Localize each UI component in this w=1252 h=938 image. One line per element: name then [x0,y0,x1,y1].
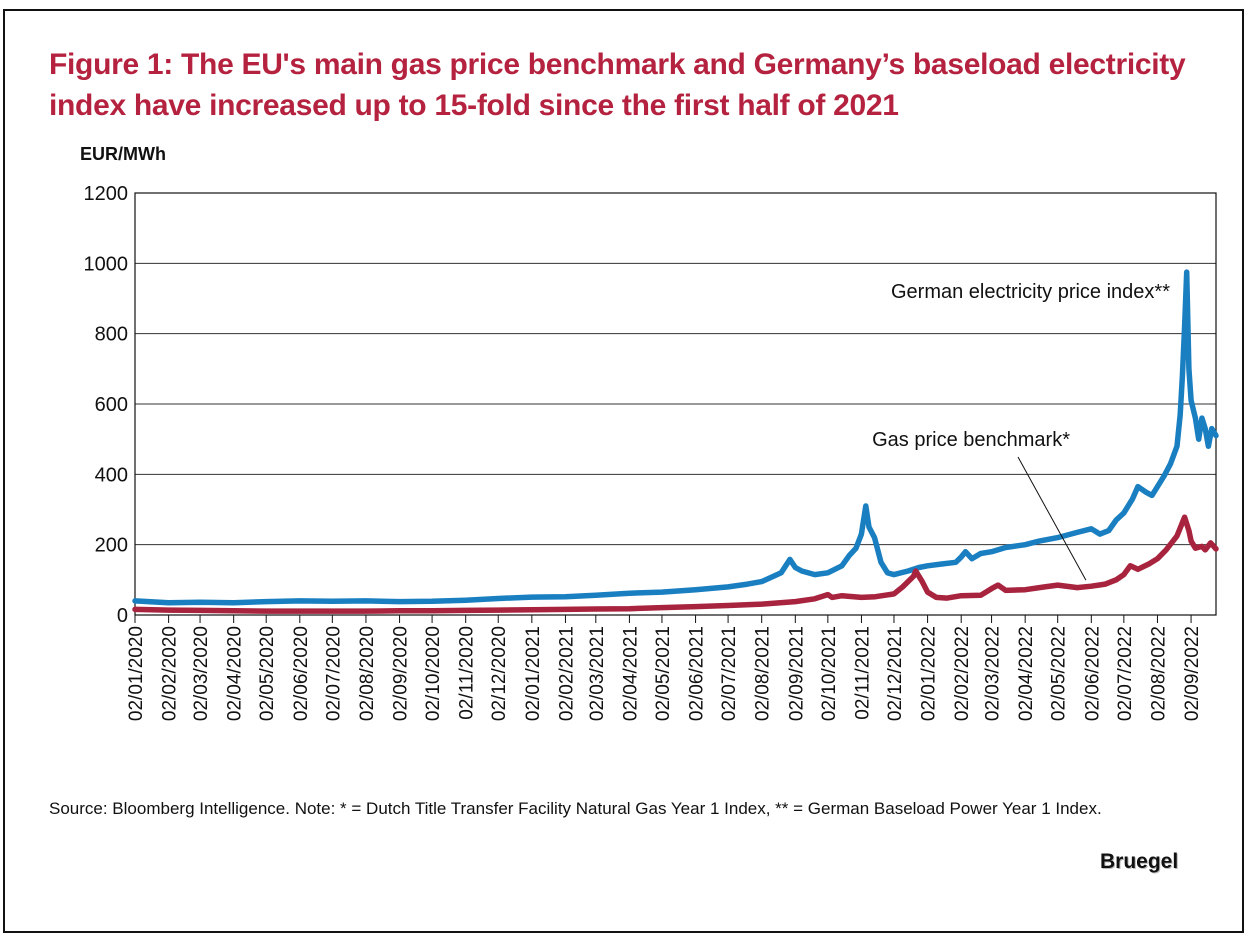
x-tick-label: 02/09/2022 [1182,626,1203,721]
x-tick-label: 02/04/2021 [620,626,641,721]
y-tick-label: 200 [95,535,128,557]
x-tick-label: 02/11/2021 [852,626,873,720]
x-tick-label: 02/07/2022 [1115,626,1136,721]
x-tick-label: 02/09/2020 [391,626,412,721]
y-tick-label: 600 [95,394,128,416]
x-tick-label: 02/12/2020 [489,626,510,721]
y-tick-label: 400 [95,464,128,486]
x-tick-label: 02/01/2020 [126,626,147,721]
series-label-electricity: German electricity price index** [891,281,1170,303]
x-tick-label: 02/08/2021 [753,626,774,721]
brand-logo: Bruegel [1100,850,1179,873]
x-tick-label: 02/06/2021 [687,626,708,721]
x-tick-label: 02/02/2021 [556,626,577,721]
annotation-layer: German electricity price index** Gas pric… [872,281,1170,581]
x-tick-label: 02/01/2022 [919,626,940,721]
series-line-1 [132,514,1219,614]
x-tick-label: 02/04/2020 [225,626,246,721]
figure-frame [3,9,1244,933]
y-tick-label: 1000 [84,253,129,275]
chart-title: Figure 1: The EU's main gas price benchm… [49,48,1186,122]
plot-border [134,192,1217,616]
x-tick-label: 02/12/2021 [885,626,906,721]
x-tick-label: 02/03/2020 [191,626,212,721]
y-tick-label: 800 [95,324,128,346]
y-tick-label: 0 [117,605,128,627]
x-tick-label: 02/05/2021 [653,626,674,721]
x-tick-label: 02/08/2020 [357,626,378,721]
series-line-0 [132,269,1219,606]
x-tick-label: 02/03/2021 [587,626,608,721]
annotation-pointer-line [1017,456,1087,581]
x-tick-label: 02/05/2020 [257,626,278,721]
source-note: Source: Bloomberg Intelligence. Note: * … [49,799,1102,818]
x-tick-label: 02/02/2020 [160,626,181,721]
x-tick-label: 02/05/2022 [1049,626,1070,721]
x-tick-label: 02/03/2022 [983,626,1004,721]
x-tick-label: 02/08/2022 [1148,626,1169,721]
x-tick-label: 02/04/2022 [1016,626,1037,721]
x-tick-label: 02/11/2020 [457,626,478,720]
x-tick-label: 02/02/2022 [952,626,973,721]
x-tick-label: 02/10/2021 [819,626,840,721]
x-tick-label: 02/09/2021 [786,626,807,721]
y-axis-unit-label: EUR/MWh [80,144,166,164]
x-tick-label: 02/06/2022 [1082,626,1103,721]
y-tick-label: 1200 [84,183,129,205]
x-tick-label: 02/07/2021 [719,626,740,721]
x-tick-label: 02/07/2020 [323,626,344,721]
x-tick-label: 02/06/2020 [291,626,312,721]
series-label-gas: Gas price benchmark* [872,429,1070,451]
series-layer [132,269,1219,614]
grid-layer [134,192,1217,616]
x-tick-label: 02/10/2020 [423,626,444,721]
tick-layer: 0 200 400 600 800 1000 1200 02/01/2020 02/02/202… [84,183,1204,721]
x-tick-label: 02/01/2021 [523,626,544,721]
